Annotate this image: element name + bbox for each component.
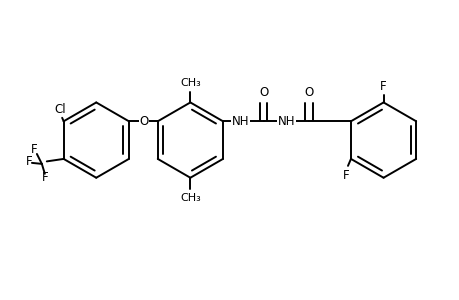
Text: Cl: Cl (55, 103, 67, 116)
Text: F: F (26, 155, 32, 168)
Text: F: F (342, 169, 348, 182)
Text: O: O (304, 86, 313, 100)
Text: CH₃: CH₃ (179, 193, 200, 202)
Text: F: F (31, 142, 37, 155)
Text: CH₃: CH₃ (179, 78, 200, 88)
Text: NH: NH (277, 115, 295, 128)
Text: F: F (380, 80, 386, 92)
Text: F: F (41, 171, 48, 184)
Text: O: O (258, 86, 268, 100)
Text: O: O (139, 115, 148, 128)
Text: NH: NH (231, 115, 249, 128)
